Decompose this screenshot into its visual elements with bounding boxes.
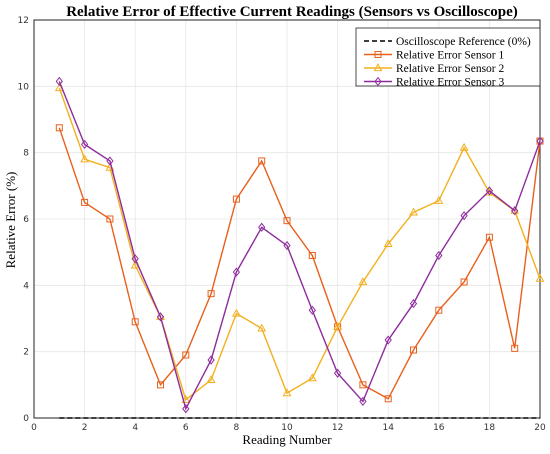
- data-point: [511, 344, 519, 352]
- x-tick-label: 12: [332, 423, 343, 433]
- legend-label-series-2: Relative Error Sensor 2: [396, 63, 505, 75]
- data-point: [485, 233, 493, 241]
- x-tick-label: 2: [82, 423, 88, 433]
- y-tick-label: 2: [23, 348, 29, 358]
- x-tick-label: 16: [433, 423, 445, 433]
- data-point: [257, 323, 267, 332]
- data-point: [106, 215, 114, 223]
- data-point: [131, 318, 139, 326]
- y-tick-label: 8: [23, 149, 29, 159]
- legend-box: [355, 27, 541, 87]
- legend-marker-series-3: [374, 76, 382, 87]
- series-group: [54, 76, 545, 419]
- x-tick-label: 10: [281, 423, 293, 433]
- data-point: [181, 394, 191, 403]
- data-point: [130, 260, 140, 269]
- data-point: [460, 278, 468, 286]
- data-point: [157, 381, 164, 389]
- x-tick-label: 20: [534, 423, 546, 433]
- data-point: [258, 157, 266, 165]
- y-tick-label: 10: [18, 82, 30, 92]
- x-tick-label: 8: [234, 423, 240, 433]
- data-point: [409, 207, 418, 216]
- legend: Oscilloscope Reference (0%) Relative Err…: [355, 27, 541, 89]
- data-point: [384, 335, 392, 345]
- y-tick-label: 0: [23, 414, 29, 424]
- data-point: [535, 273, 545, 282]
- legend-marker-series-1: [374, 51, 382, 58]
- data-point: [55, 76, 63, 86]
- data-point: [460, 211, 468, 221]
- data-point: [282, 388, 292, 397]
- data-point: [232, 267, 241, 277]
- data-point: [207, 290, 215, 298]
- data-point: [511, 206, 519, 216]
- data-point: [283, 217, 291, 225]
- data-point: [131, 254, 139, 264]
- data-point: [232, 195, 240, 203]
- data-point: [206, 375, 216, 383]
- x-tick-label: 0: [31, 423, 37, 433]
- x-axis-label: Reading Number: [242, 432, 332, 447]
- data-point: [156, 312, 165, 322]
- legend-label-reference: Oscilloscope Reference (0%): [396, 36, 531, 48]
- data-point: [358, 277, 368, 286]
- data-point: [409, 298, 418, 309]
- axis-ticks: 0 2 4 6 8 10 12 14 16 18 20 0 2 4 6 8 10 12: [18, 16, 546, 433]
- data-point: [182, 404, 190, 414]
- x-tick-label: 6: [183, 423, 189, 433]
- data-point: [384, 395, 392, 403]
- data-point: [231, 308, 241, 317]
- data-point: [410, 346, 417, 354]
- data-point: [106, 156, 114, 166]
- series-3: [55, 76, 544, 414]
- data-point: [485, 186, 494, 196]
- data-point: [359, 396, 367, 407]
- series-2: [54, 83, 545, 403]
- data-point: [383, 239, 393, 247]
- data-point: [80, 154, 90, 163]
- series-line-2: [58, 87, 541, 401]
- data-point: [307, 373, 317, 382]
- data-point: [182, 351, 190, 359]
- data-point: [207, 355, 215, 365]
- data-point: [308, 305, 316, 315]
- series-line-1: [58, 127, 541, 400]
- data-point: [81, 198, 89, 206]
- data-point: [55, 124, 63, 132]
- data-point: [434, 195, 444, 204]
- legend-marker-series-2: [373, 63, 383, 72]
- y-tick-label: 6: [23, 215, 29, 225]
- data-point: [359, 381, 367, 389]
- series-line-3: [58, 81, 541, 411]
- data-point: [459, 142, 469, 151]
- chart-title: Relative Error of Effective Current Read…: [66, 4, 518, 20]
- series-1: [55, 124, 544, 403]
- data-point: [333, 321, 343, 330]
- data-point: [435, 250, 443, 261]
- y-axis-label: Relative Error (%): [3, 172, 18, 269]
- x-tick-label: 18: [484, 423, 496, 433]
- data-point: [333, 368, 342, 378]
- legend-label-series-1: Relative Error Sensor 1: [396, 50, 505, 62]
- data-point: [435, 306, 443, 314]
- data-point: [536, 136, 544, 146]
- x-tick-label: 14: [382, 423, 394, 433]
- legend-label-series-3: Relative Error Sensor 3: [396, 77, 505, 89]
- data-point: [80, 139, 89, 149]
- y-tick-label: 12: [18, 16, 29, 26]
- x-tick-label: 4: [132, 423, 138, 433]
- data-point: [258, 222, 266, 232]
- data-point: [283, 240, 291, 251]
- data-point: [308, 251, 316, 259]
- y-tick-label: 4: [23, 281, 29, 291]
